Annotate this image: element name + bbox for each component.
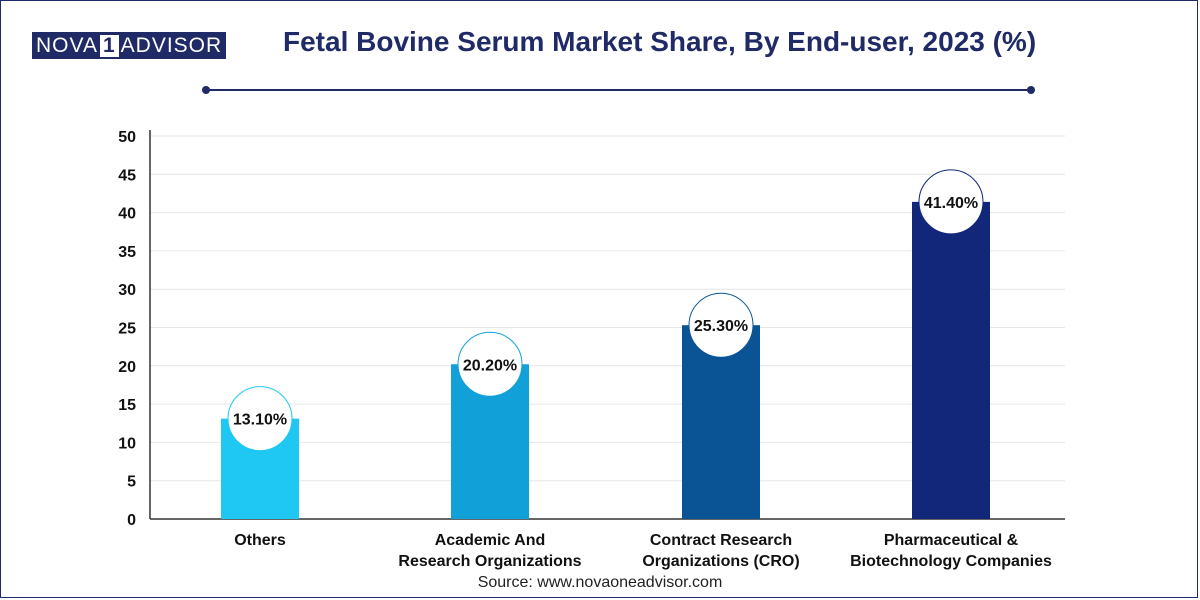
y-tick-label: 15 [118, 397, 136, 414]
x-tick-label: Research Organizations [398, 553, 581, 570]
divider-left-dot [202, 86, 210, 94]
data-label: 25.30% [694, 318, 748, 335]
y-tick-label: 35 [118, 244, 136, 261]
divider-right-dot [1027, 86, 1035, 94]
x-tick-label: Pharmaceutical & [884, 532, 1019, 549]
x-tick-label: Organizations (CRO) [642, 553, 799, 570]
x-tick-label: Others [234, 532, 286, 549]
chart-title: Fetal Bovine Serum Market Share, By End-… [283, 26, 1037, 57]
y-tick-label: 5 [127, 474, 136, 491]
y-tick-label: 45 [118, 167, 136, 184]
y-tick-label: 40 [118, 206, 136, 223]
y-tick-label: 20 [118, 359, 136, 376]
y-tick-label: 0 [127, 512, 136, 529]
value-bubble [457, 331, 523, 397]
data-label: 13.10% [233, 412, 287, 429]
brand-logo: NOVA 1 ADVISOR [32, 32, 227, 59]
logo-text-left: NOVA [36, 33, 98, 57]
data-label: 41.40% [924, 195, 978, 212]
x-tick-label: Academic And [435, 532, 546, 549]
logo-mark: 1 [99, 34, 119, 57]
value-bubble [918, 169, 984, 235]
x-tick-label: Contract Research [650, 532, 792, 549]
source-note: Source: www.novaoneadvisor.com [477, 574, 723, 591]
value-bubble [227, 386, 293, 452]
y-tick-label: 50 [118, 129, 136, 146]
y-tick-label: 10 [118, 435, 136, 452]
x-tick-label: Biotechnology Companies [850, 553, 1052, 570]
y-tick-label: 30 [118, 282, 136, 299]
title-divider [206, 89, 1032, 91]
value-bubble [688, 292, 754, 358]
logo-text-right: ADVISOR [120, 33, 223, 57]
data-label: 20.20% [463, 357, 517, 374]
bar [912, 201, 990, 519]
y-tick-label: 25 [118, 321, 136, 338]
